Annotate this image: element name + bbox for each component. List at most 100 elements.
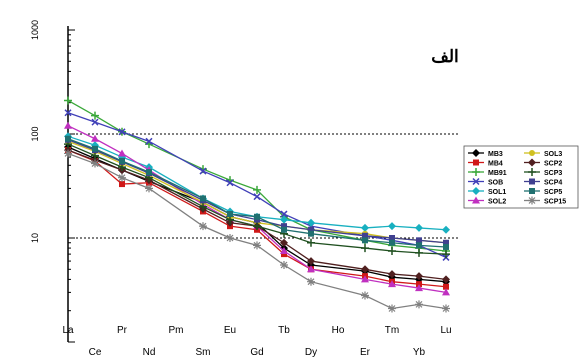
- x-tick-label: Gd: [250, 347, 263, 358]
- data-point: [146, 169, 152, 176]
- data-point: [280, 246, 288, 254]
- grid-layer: [68, 133, 460, 239]
- data-point: [307, 265, 315, 273]
- data-point: [416, 242, 422, 249]
- legend-marker: [472, 187, 480, 195]
- data-point: [307, 257, 315, 266]
- legend-label: SOB: [488, 180, 503, 187]
- data-point: [145, 137, 153, 145]
- data-point: [92, 145, 98, 152]
- data-point: [281, 251, 287, 258]
- series-sol2: [64, 121, 450, 296]
- data-point: [415, 248, 423, 257]
- chart-title: الف: [431, 47, 459, 66]
- data-point: [281, 223, 287, 230]
- legend-marker: [528, 196, 536, 205]
- data-point: [415, 300, 423, 309]
- x-tick-label: Er: [360, 347, 371, 358]
- legend-item-scp15: SCP15: [524, 196, 566, 206]
- data-point: [64, 121, 72, 129]
- legend-label: SOL1: [488, 189, 506, 196]
- legend-marker: [472, 168, 480, 176]
- data-point: [226, 179, 234, 187]
- x-tick-label: Ce: [89, 347, 102, 358]
- legend-marker: [528, 158, 536, 167]
- series-scp3: [64, 140, 450, 259]
- legend-label: SCP2: [544, 161, 562, 168]
- legend-item-sob: SOB: [468, 177, 503, 187]
- legend-marker: [528, 168, 536, 176]
- legend-label: SCP3: [544, 170, 562, 177]
- data-point: [442, 304, 450, 313]
- legend-marker: [529, 188, 535, 194]
- legend: MB3 MB4 MB91 SOB SOL1 SOL2 SOL3 SCP2 SCP3 SCP4 SCP…: [463, 145, 579, 209]
- legend-label: SCP4: [544, 180, 562, 187]
- legend-marker: [529, 150, 535, 156]
- legend-marker: [529, 178, 535, 185]
- data-point: [253, 193, 261, 201]
- data-point: [253, 241, 261, 250]
- series-scp5: [65, 135, 449, 250]
- data-point: [361, 265, 369, 274]
- data-point: [65, 135, 71, 142]
- series-layer: [64, 96, 450, 313]
- series-line: [67, 125, 447, 294]
- legend-label: MB3: [488, 151, 503, 158]
- y-tick-label: 10: [30, 233, 40, 243]
- x-tick-label: Pr: [117, 325, 128, 336]
- x-tick-label: Dy: [305, 347, 317, 358]
- data-point: [200, 195, 206, 202]
- data-point: [442, 275, 450, 284]
- x-tick-label: Tm: [385, 325, 399, 336]
- legend-item-sol3: SOL3: [524, 150, 562, 158]
- legend-box: [463, 145, 579, 209]
- legend-marker: [472, 196, 480, 204]
- data-point: [443, 243, 449, 250]
- data-point: [388, 270, 396, 279]
- legend-item-scp4: SCP4: [524, 178, 562, 187]
- legend-item-sol1: SOL1: [468, 187, 506, 196]
- data-point: [226, 234, 234, 242]
- data-point: [389, 239, 395, 246]
- legend-marker: [473, 159, 479, 166]
- data-point: [388, 280, 396, 288]
- data-point: [308, 226, 314, 233]
- data-point: [416, 237, 422, 244]
- data-point: [443, 283, 449, 290]
- data-point: [119, 181, 125, 188]
- legend-marker: [472, 177, 480, 186]
- data-point: [415, 284, 423, 292]
- data-point: [442, 288, 450, 296]
- data-point: [91, 159, 99, 168]
- x-tick-label: Yb: [413, 347, 426, 358]
- data-point: [280, 215, 288, 224]
- data-point: [388, 222, 396, 231]
- legend-item-scp3: SCP3: [524, 168, 562, 177]
- data-point: [280, 261, 288, 270]
- x-tick-label: La: [62, 325, 74, 336]
- data-point: [91, 111, 99, 120]
- y-tick-label: 100: [30, 126, 40, 141]
- legend-item-scp5: SCP5: [524, 188, 562, 196]
- data-point: [64, 96, 72, 105]
- x-tick-label: Lu: [440, 325, 451, 336]
- data-point: [415, 272, 423, 281]
- legend-label: SCP5: [544, 189, 562, 196]
- data-point: [442, 225, 450, 234]
- data-point: [281, 226, 287, 233]
- data-point: [362, 237, 368, 244]
- data-point: [361, 291, 369, 300]
- data-point: [227, 211, 233, 218]
- legend-label: MB4: [488, 161, 503, 168]
- legend-label: SOL2: [488, 199, 506, 206]
- data-point: [443, 239, 449, 246]
- legend-marker: [472, 149, 480, 157]
- legend-label: SCP15: [544, 199, 566, 206]
- legend-item-mb91: MB91: [468, 168, 507, 177]
- data-point: [280, 210, 288, 218]
- legend-item-sol2: SOL2: [468, 196, 506, 206]
- data-point: [362, 232, 368, 239]
- legend-label: SOL3: [544, 151, 562, 158]
